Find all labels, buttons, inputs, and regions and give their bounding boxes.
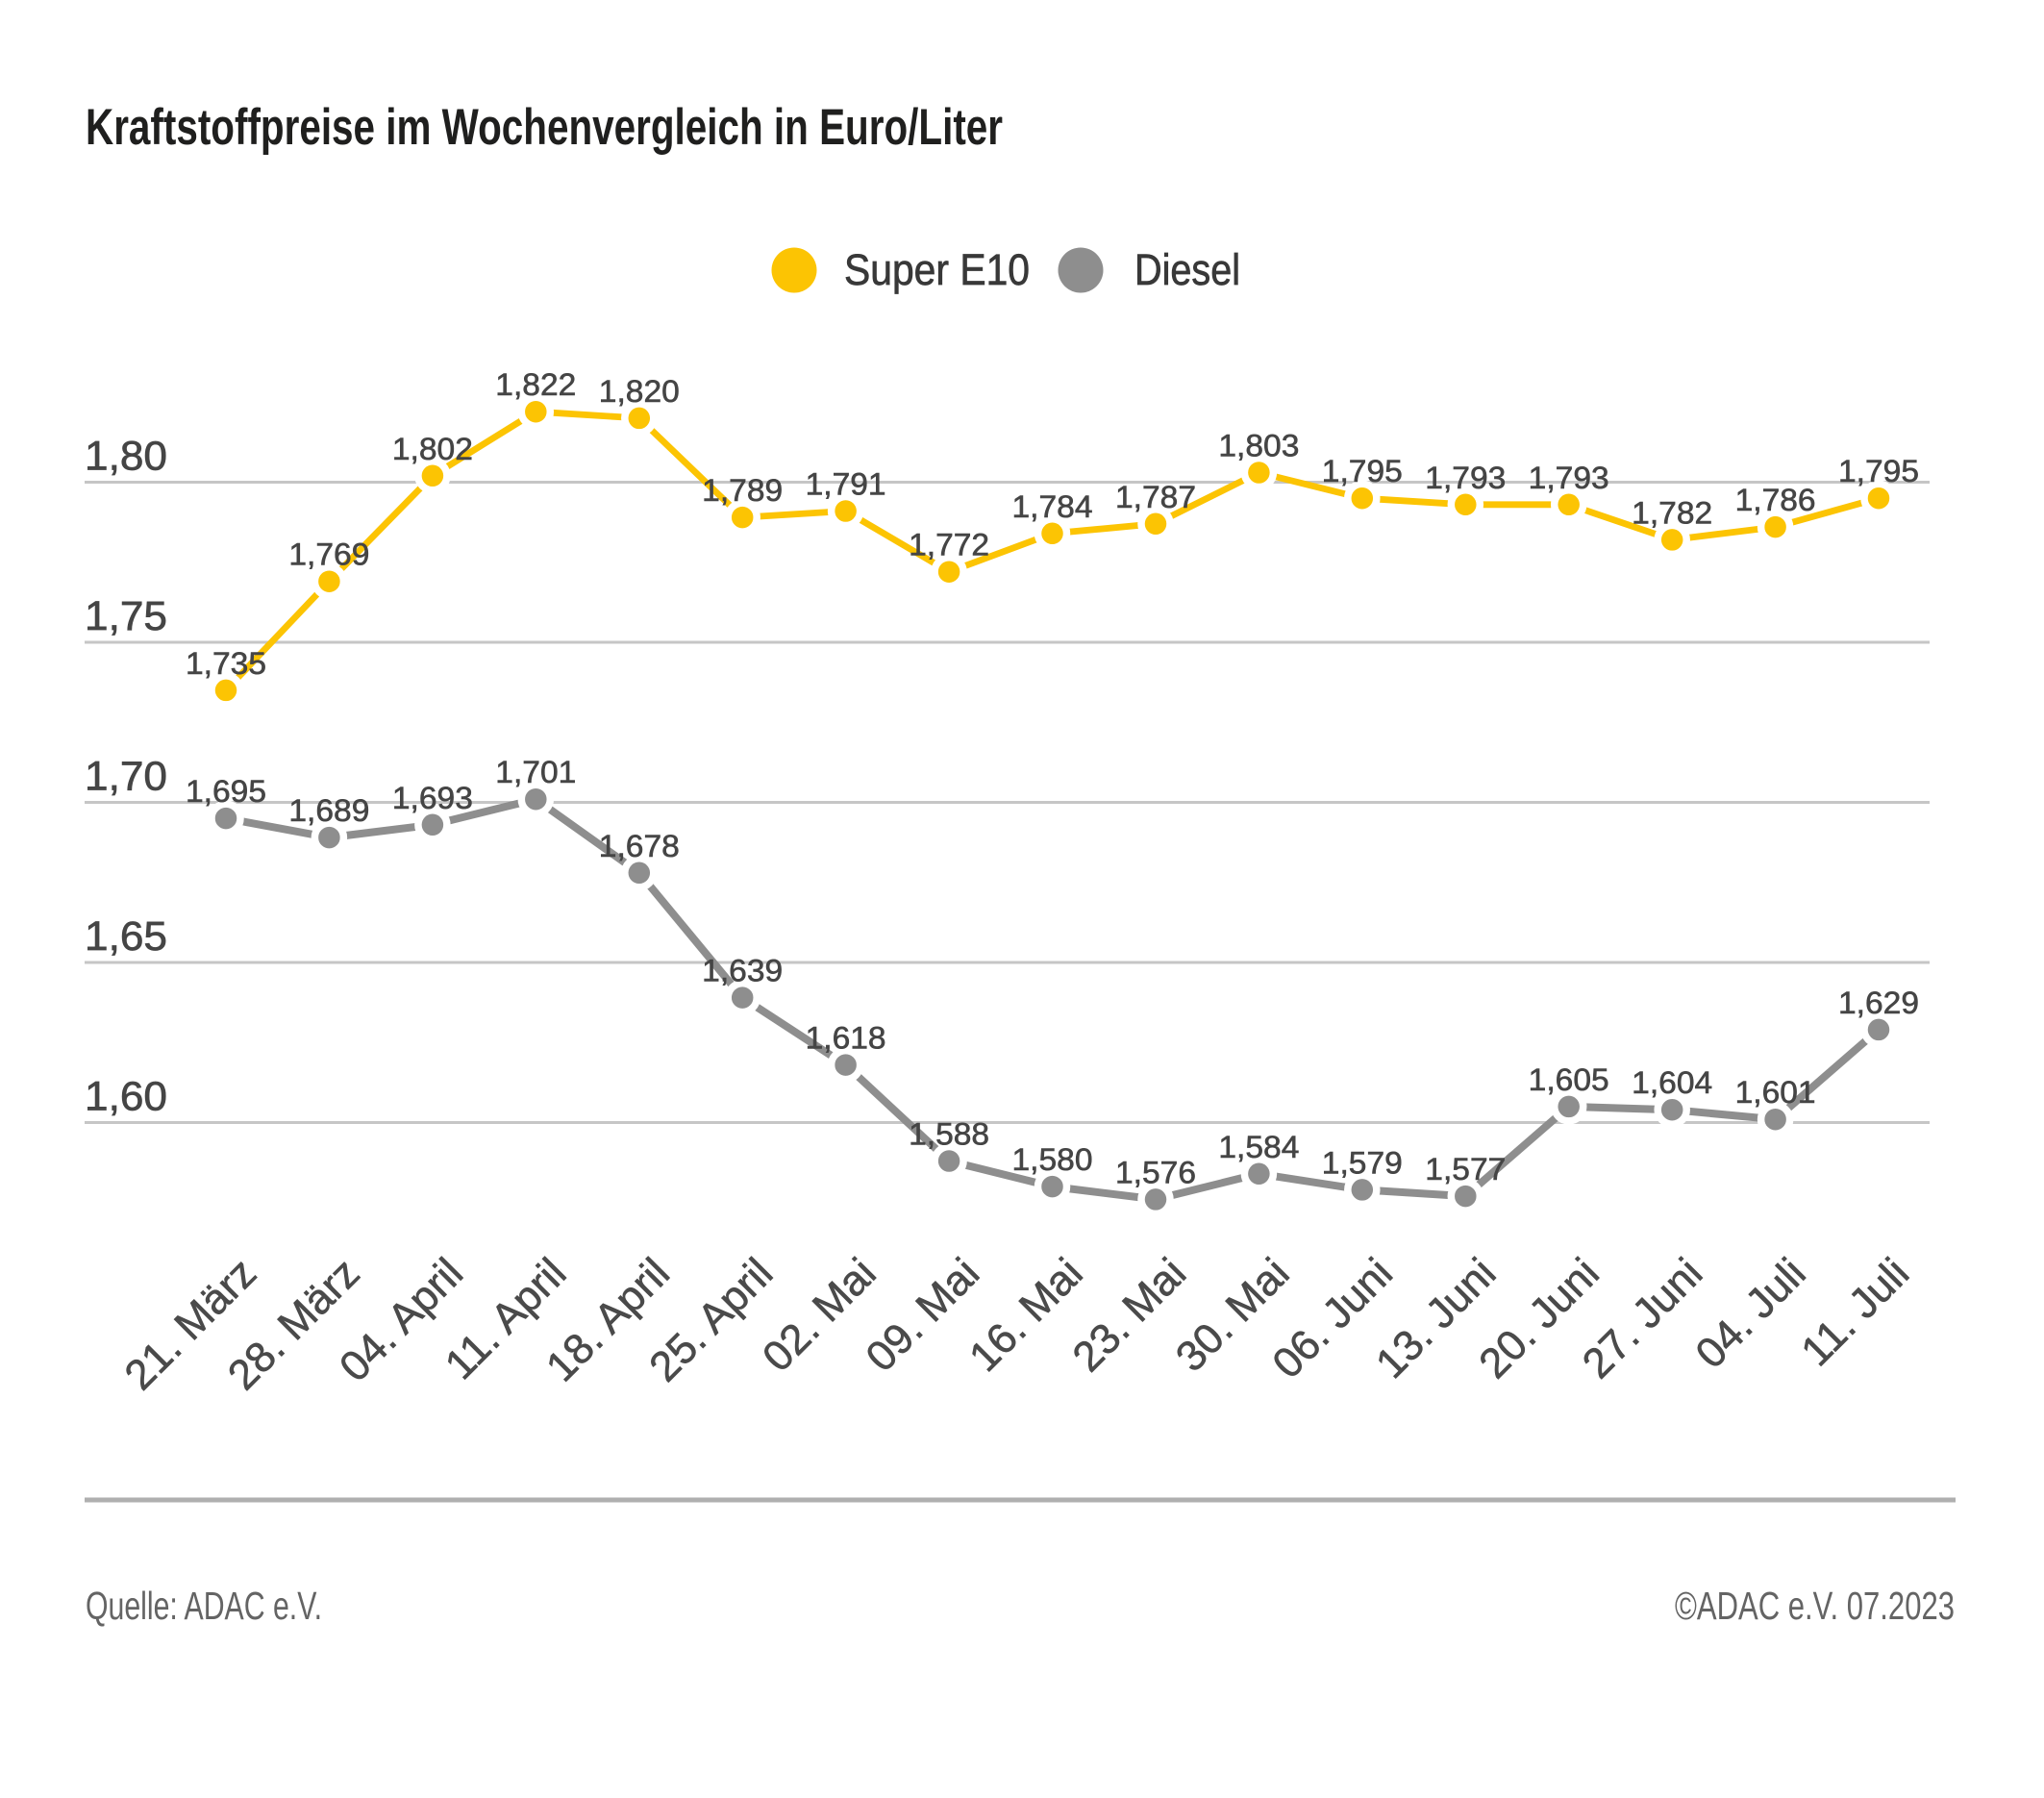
svg-text:1,786: 1,786 bbox=[1735, 483, 1816, 517]
svg-text:Kraftstoffpreise im Wochenverg: Kraftstoffpreise im Wochenvergleich in E… bbox=[86, 99, 1003, 156]
svg-text:1,789: 1,789 bbox=[702, 473, 783, 508]
svg-text:1,618: 1,618 bbox=[806, 1021, 886, 1056]
svg-text:1,793: 1,793 bbox=[1529, 461, 1609, 495]
svg-text:1,695: 1,695 bbox=[186, 774, 266, 809]
svg-text:1,70: 1,70 bbox=[85, 753, 167, 799]
svg-text:1,795: 1,795 bbox=[1838, 454, 1919, 488]
svg-text:1,769: 1,769 bbox=[288, 537, 369, 572]
svg-text:1,784: 1,784 bbox=[1012, 489, 1093, 524]
svg-text:1,802: 1,802 bbox=[392, 432, 473, 466]
svg-text:1,577: 1,577 bbox=[1425, 1152, 1506, 1186]
svg-text:1,735: 1,735 bbox=[186, 646, 266, 681]
svg-text:1,601: 1,601 bbox=[1735, 1075, 1816, 1110]
svg-text:1,604: 1,604 bbox=[1632, 1065, 1712, 1100]
svg-text:1,689: 1,689 bbox=[288, 793, 369, 828]
svg-text:1,588: 1,588 bbox=[909, 1117, 989, 1152]
svg-text:Super E10: Super E10 bbox=[844, 245, 1030, 294]
svg-text:1,803: 1,803 bbox=[1218, 429, 1299, 463]
svg-text:1,580: 1,580 bbox=[1012, 1142, 1093, 1177]
svg-text:1,65: 1,65 bbox=[85, 913, 167, 960]
svg-text:1,693: 1,693 bbox=[392, 781, 473, 815]
svg-text:1,629: 1,629 bbox=[1838, 986, 1919, 1020]
svg-text:1,579: 1,579 bbox=[1322, 1145, 1403, 1180]
svg-text:1,772: 1,772 bbox=[909, 528, 989, 562]
svg-text:1,793: 1,793 bbox=[1425, 461, 1506, 495]
svg-text:1,822: 1,822 bbox=[495, 367, 576, 402]
svg-text:1,584: 1,584 bbox=[1218, 1130, 1299, 1164]
svg-text:1,820: 1,820 bbox=[599, 374, 680, 409]
svg-text:1,795: 1,795 bbox=[1322, 454, 1403, 488]
svg-text:1,639: 1,639 bbox=[702, 954, 783, 988]
svg-text:1,576: 1,576 bbox=[1115, 1155, 1196, 1189]
svg-text:1,791: 1,791 bbox=[806, 467, 886, 502]
svg-text:1,60: 1,60 bbox=[85, 1073, 167, 1119]
svg-text:1,787: 1,787 bbox=[1115, 480, 1196, 514]
svg-text:Diesel: Diesel bbox=[1134, 245, 1240, 294]
svg-text:1,701: 1,701 bbox=[495, 755, 576, 789]
svg-text:Quelle: ADAC e.V.: Quelle: ADAC e.V. bbox=[86, 1584, 322, 1628]
svg-text:©ADAC e.V. 07.2023: ©ADAC e.V. 07.2023 bbox=[1675, 1584, 1955, 1628]
svg-text:1,80: 1,80 bbox=[85, 433, 167, 479]
svg-text:1,782: 1,782 bbox=[1632, 495, 1712, 530]
svg-text:1,75: 1,75 bbox=[85, 593, 167, 639]
svg-text:1,605: 1,605 bbox=[1529, 1062, 1609, 1097]
svg-text:1,678: 1,678 bbox=[599, 829, 680, 863]
